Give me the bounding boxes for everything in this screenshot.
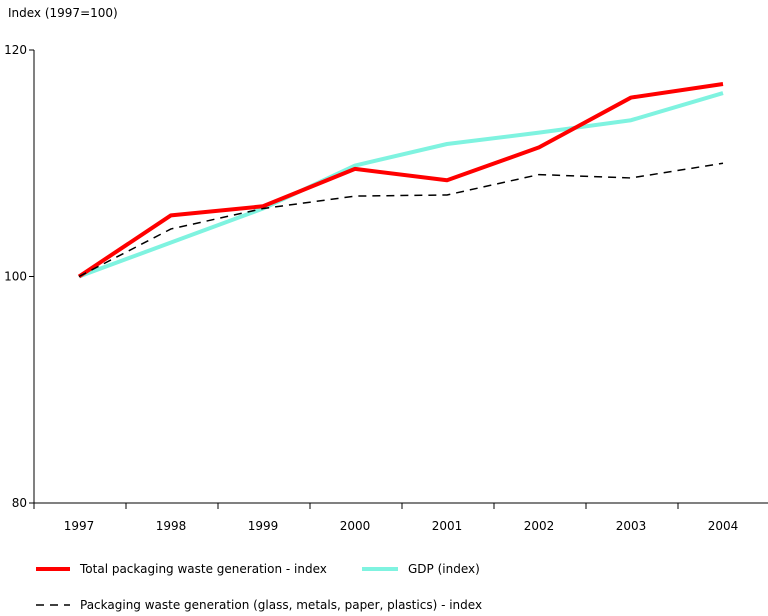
y-tick-label: 100 — [4, 270, 27, 284]
x-tick-label: 1998 — [156, 519, 187, 533]
legend-label-3: Packaging waste generation (glass, metal… — [80, 598, 482, 612]
x-tick-label: 2004 — [708, 519, 739, 533]
y-axis-label: Index (1997=100) — [8, 6, 118, 20]
series-line-1 — [77, 81, 724, 279]
x-tick-label: 1999 — [248, 519, 279, 533]
y-tick-label: 80 — [12, 496, 27, 510]
legend-label-1: Total packaging waste generation - index — [79, 562, 327, 576]
x-tick-label: 2001 — [432, 519, 463, 533]
series-layer — [77, 81, 724, 279]
legend: Total packaging waste generation - index… — [36, 562, 482, 612]
axes — [33, 50, 768, 504]
series-line-2 — [78, 91, 724, 279]
x-tick-label: 1997 — [64, 519, 95, 533]
x-tick-label: 2003 — [616, 519, 647, 533]
series-line-3 — [78, 162, 724, 278]
legend-label-2: GDP (index) — [408, 562, 480, 576]
y-ticks: 80 100 120 — [4, 43, 34, 510]
y-tick-label: 120 — [4, 43, 27, 57]
x-tick-label: 2000 — [340, 519, 371, 533]
x-ticks: 1997 1998 1999 2000 2001 2002 2003 2004 — [33, 503, 739, 533]
x-tick-label: 2002 — [524, 519, 555, 533]
